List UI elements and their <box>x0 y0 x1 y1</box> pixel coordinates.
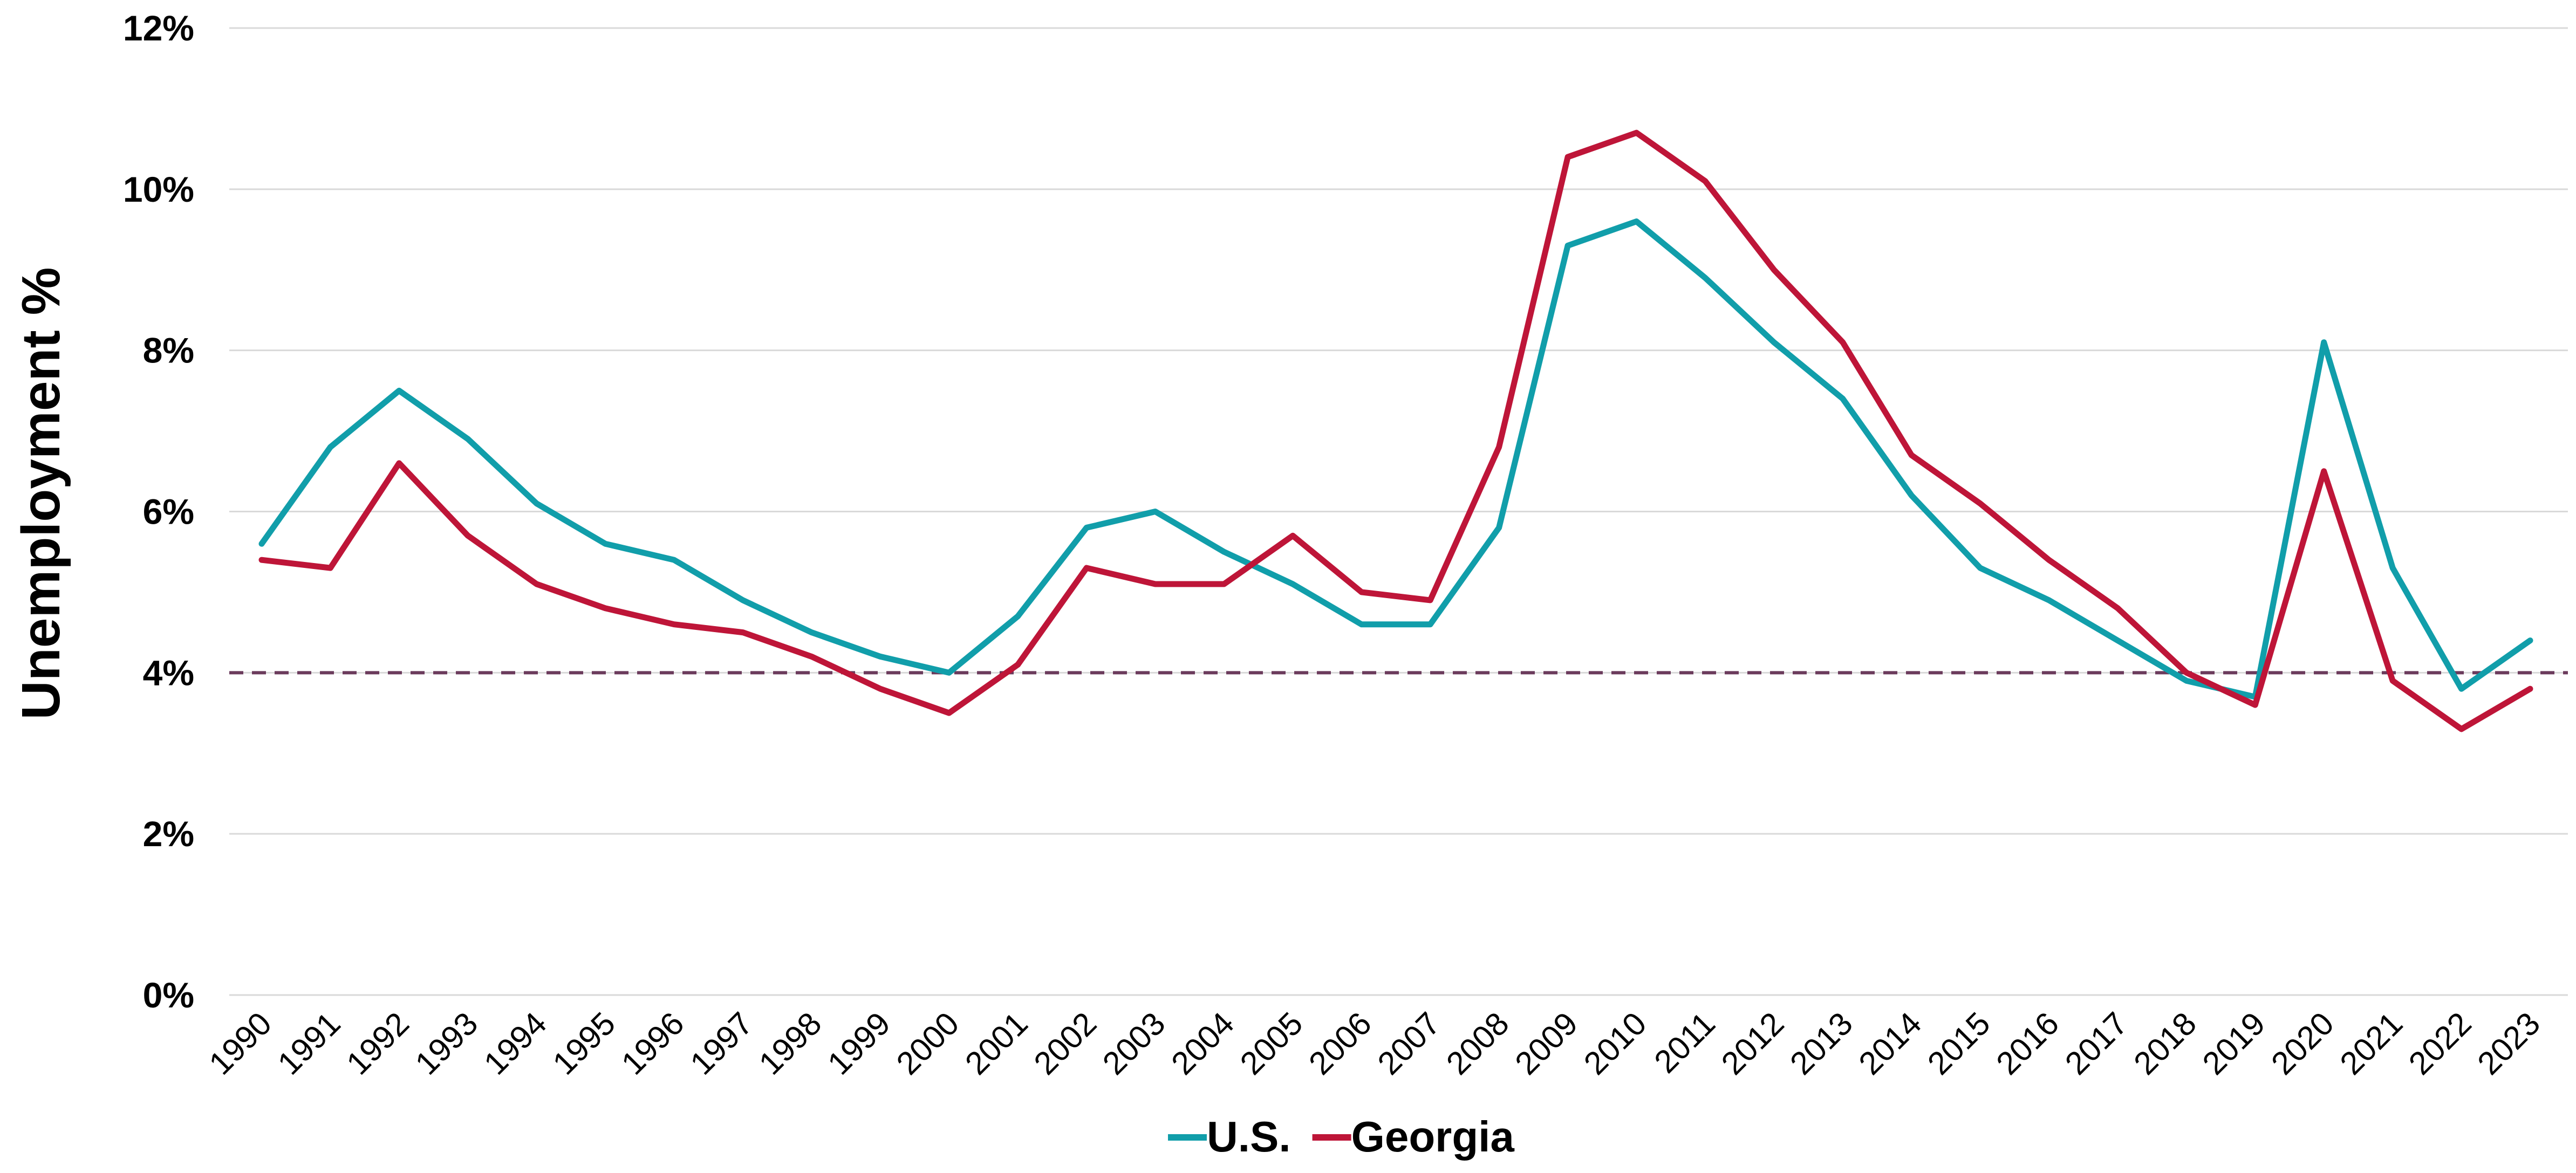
y-tick-label: 8% <box>143 331 194 371</box>
y-tick-label: 4% <box>143 653 194 692</box>
x-tick-label: 1994 <box>477 1005 554 1082</box>
x-tick-label: 1992 <box>339 1005 416 1082</box>
x-tick-label: 2004 <box>1164 1005 1241 1082</box>
y-tick-label: 0% <box>143 975 194 1015</box>
x-tick-label: 1990 <box>202 1005 278 1082</box>
series-line-georgia <box>258 129 2533 732</box>
x-tick-label: 2009 <box>1508 1005 1584 1082</box>
x-tick-label: 2003 <box>1096 1005 1172 1082</box>
x-tick-label: 2016 <box>1989 1005 2066 1082</box>
series-line-u-s <box>258 218 2533 700</box>
x-tick-label: 2008 <box>1439 1005 1516 1082</box>
legend-label: Georgia <box>1351 1113 1515 1161</box>
x-tick-label: 2011 <box>1647 1005 1722 1080</box>
x-tick-label: 1991 <box>271 1005 347 1082</box>
y-tick-label: 12% <box>123 8 194 48</box>
gridlines <box>229 27 2568 996</box>
x-tick-label: 2022 <box>2402 1005 2478 1082</box>
x-tick-label: 2001 <box>958 1005 1035 1082</box>
x-tick-label: 1998 <box>752 1005 829 1082</box>
y-tick-label: 6% <box>143 492 194 532</box>
x-tick-label: 2014 <box>1852 1005 1929 1082</box>
x-tick-label: 2002 <box>1027 1005 1104 1082</box>
y-axis-tick-labels: 0% 2% 4% 6% 8% 10% 12% <box>123 8 194 1015</box>
x-tick-label: 1995 <box>546 1005 623 1082</box>
x-tick-label: 2010 <box>1577 1005 1653 1082</box>
x-tick-label: 2018 <box>2127 1005 2203 1082</box>
x-tick-label: 1993 <box>408 1005 485 1082</box>
x-tick-label: 2000 <box>890 1005 966 1082</box>
x-tick-label: 2020 <box>2264 1005 2341 1082</box>
x-tick-label: 2013 <box>1783 1005 1860 1082</box>
x-tick-label: 2023 <box>2470 1005 2547 1082</box>
y-tick-label: 10% <box>123 169 194 209</box>
x-tick-label: 2015 <box>1921 1005 1997 1082</box>
x-tick-label: 1997 <box>683 1005 760 1082</box>
x-tick-label: 2006 <box>1302 1005 1378 1082</box>
x-tick-label: 2019 <box>2196 1005 2272 1082</box>
x-tick-label: 2007 <box>1371 1005 1447 1082</box>
x-tick-label: 2005 <box>1233 1005 1310 1082</box>
x-tick-label: 1999 <box>821 1005 897 1082</box>
y-tick-label: 2% <box>143 814 194 854</box>
x-tick-label: 2021 <box>2333 1005 2410 1082</box>
x-axis-tick-labels: 1990199119921993199419951996199719981999… <box>202 1005 2547 1082</box>
x-tick-label: 2017 <box>2058 1005 2135 1082</box>
series-lines <box>258 129 2533 732</box>
legend: U.S. Georgia <box>1168 1113 1514 1161</box>
legend-label: U.S. <box>1207 1113 1291 1161</box>
y-axis-label: Unemployment % <box>11 267 71 719</box>
x-tick-label: 2012 <box>1714 1005 1791 1082</box>
x-tick-label: 1996 <box>614 1005 691 1082</box>
